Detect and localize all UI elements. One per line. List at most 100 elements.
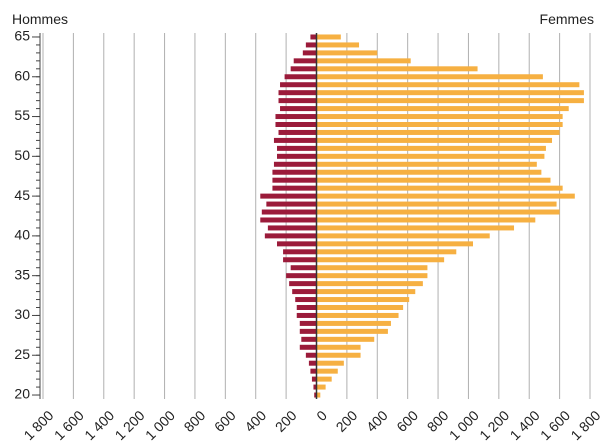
bar — [276, 145, 317, 151]
bar — [316, 42, 360, 48]
bar — [311, 376, 317, 382]
y-tick-label: 45 — [14, 187, 30, 203]
bar — [276, 241, 317, 247]
bar — [305, 42, 317, 48]
bar — [299, 320, 317, 326]
bar — [316, 289, 416, 295]
x-tick-label: 400 — [363, 407, 391, 435]
bar — [295, 297, 317, 303]
bar — [316, 360, 344, 366]
bar — [313, 384, 317, 390]
bar — [316, 344, 361, 350]
bar — [273, 161, 317, 167]
bar — [316, 265, 428, 271]
bar — [316, 328, 388, 334]
bar — [299, 328, 317, 334]
x-tick-label: 1 400 — [507, 407, 543, 443]
y-tick-label: 50 — [14, 147, 30, 163]
x-tick-label: 800 — [181, 407, 209, 435]
bar — [261, 209, 317, 215]
bar — [280, 82, 317, 88]
bar — [316, 90, 584, 96]
x-tick-label: 1 800 — [567, 407, 602, 443]
x-tick-label: 400 — [241, 407, 269, 435]
bar — [316, 297, 410, 303]
bar — [316, 82, 580, 88]
bar — [286, 273, 317, 279]
bar — [278, 129, 317, 135]
bar — [278, 90, 317, 96]
x-tick-label: 1 200 — [112, 407, 148, 443]
bar — [316, 74, 543, 80]
x-tick-label: 1 200 — [476, 407, 512, 443]
bar — [293, 58, 317, 64]
bar — [316, 153, 545, 159]
bar — [316, 114, 563, 120]
bar — [272, 185, 317, 191]
bar — [316, 66, 478, 72]
bar — [316, 312, 399, 318]
bar — [290, 66, 317, 72]
y-tick-label: 65 — [14, 28, 30, 44]
y-tick-label: 35 — [14, 266, 30, 282]
bar — [275, 114, 317, 120]
x-tick-label: 1 000 — [446, 407, 482, 443]
bar — [316, 185, 563, 191]
y-tick-label: 60 — [14, 67, 30, 83]
bar — [316, 273, 428, 279]
bar — [316, 233, 490, 239]
y-tick-label: 20 — [14, 386, 30, 402]
bar — [296, 305, 317, 310]
x-tick-label: 1 600 — [51, 407, 87, 443]
x-tick-label: 200 — [272, 407, 300, 435]
x-tick-label: 600 — [393, 407, 421, 435]
bar — [314, 392, 317, 398]
bar — [264, 233, 317, 239]
bar — [296, 312, 317, 318]
bar — [316, 249, 457, 255]
bar — [316, 392, 321, 398]
bar — [316, 217, 536, 223]
bar — [278, 98, 317, 104]
bar — [284, 74, 317, 80]
bar — [276, 153, 317, 159]
bar — [305, 352, 317, 358]
bar — [316, 241, 474, 247]
bar — [310, 368, 317, 374]
y-tick-label: 25 — [14, 346, 30, 362]
y-tick-label: 55 — [14, 107, 30, 123]
bar — [316, 320, 391, 326]
x-tick-label: 1 800 — [20, 407, 56, 443]
bar — [316, 177, 551, 183]
bar — [316, 50, 378, 56]
x-tick-label: 1 400 — [81, 407, 117, 443]
bar — [299, 344, 317, 350]
bar — [290, 265, 317, 271]
bar — [316, 376, 332, 382]
bar — [301, 336, 317, 342]
bar — [260, 217, 317, 223]
bar — [302, 50, 317, 56]
bar — [316, 209, 560, 215]
bar — [260, 193, 317, 199]
bar — [272, 169, 317, 175]
x-tick-label: 200 — [333, 407, 361, 435]
y-tick-label: 30 — [14, 306, 30, 322]
x-tick-label: 1 600 — [537, 407, 573, 443]
bar — [316, 201, 557, 207]
bar — [316, 122, 563, 127]
x-tick-label: 0 — [313, 407, 330, 424]
bar — [316, 336, 375, 342]
bar — [316, 106, 569, 112]
bar — [316, 58, 411, 64]
bar — [280, 106, 317, 112]
bar — [316, 161, 537, 167]
bar — [316, 129, 560, 135]
bar — [308, 360, 317, 366]
bar — [316, 137, 553, 143]
bar — [316, 384, 326, 390]
left-title: Hommes — [12, 11, 68, 27]
bar — [316, 368, 338, 374]
x-tick-label: 1 000 — [142, 407, 178, 443]
